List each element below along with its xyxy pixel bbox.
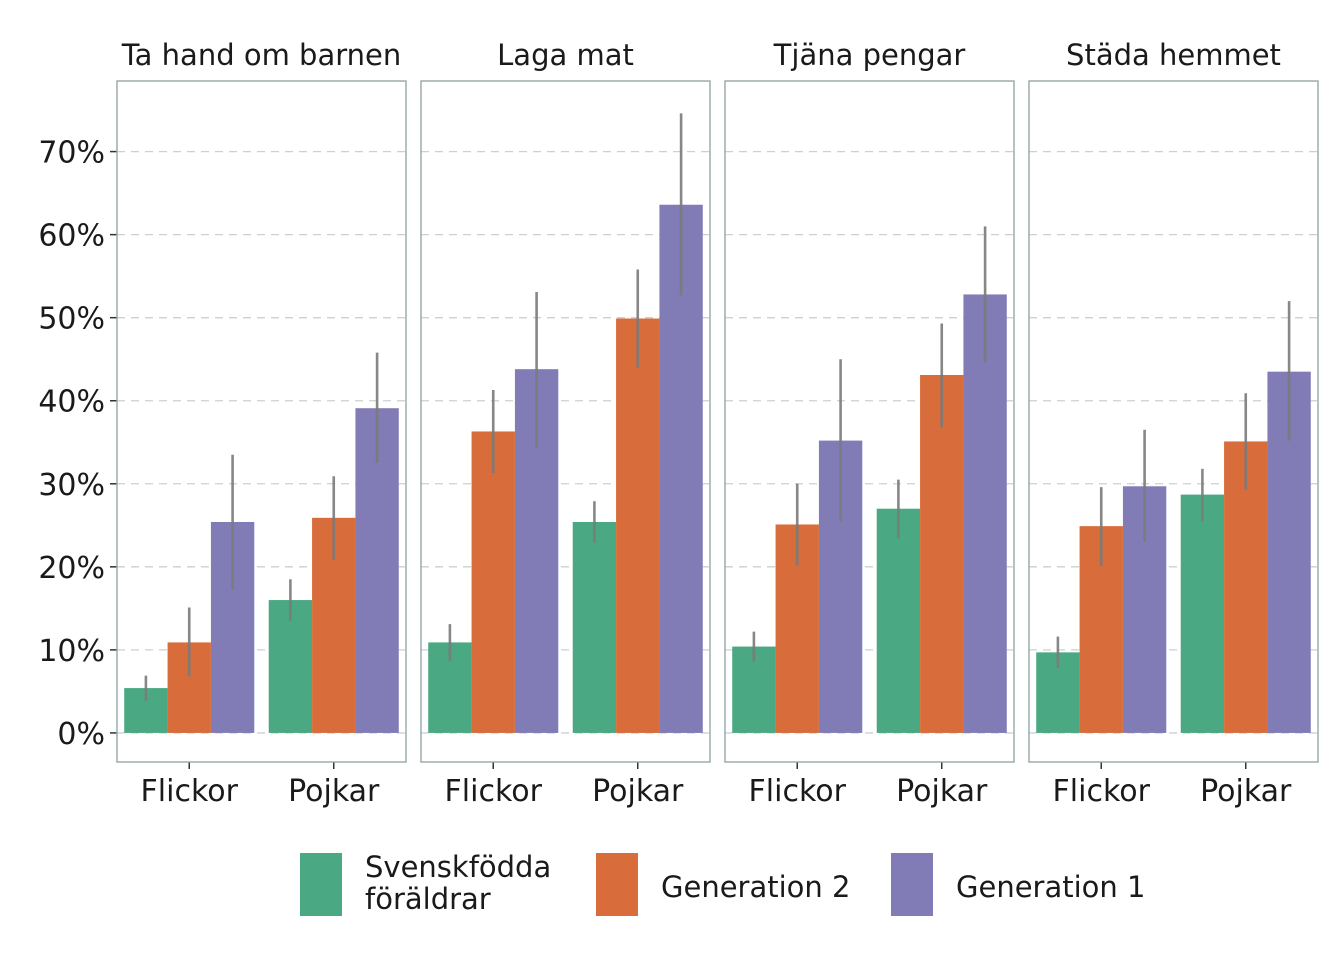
facet-title: Ta hand om barnen <box>121 38 401 72</box>
legend-label-line: föräldrar <box>365 882 491 916</box>
facet-title: Tjäna pengar <box>773 38 966 72</box>
x-tick-label: Flickor <box>445 774 543 809</box>
bar <box>1180 494 1225 733</box>
x-tick-label: Flickor <box>749 774 847 809</box>
x-tick-label: Pojkar <box>288 774 380 809</box>
bar <box>572 521 617 733</box>
legend: Svenskfödda föräldrar Generation 2 Generati… <box>300 850 1145 916</box>
x-tick-label: Flickor <box>1053 774 1151 809</box>
y-tick-label: 0% <box>57 717 105 752</box>
legend-label: Generation 2 <box>661 870 850 904</box>
x-tick-label: Pojkar <box>1200 774 1292 809</box>
panel-border <box>724 80 1015 763</box>
y-tick-label: 10% <box>38 634 105 669</box>
bar <box>471 431 515 733</box>
panel-border <box>420 80 711 763</box>
facet-panel: Laga mat Flickor Pojkar <box>420 38 711 809</box>
x-tick-label: Flickor <box>141 774 239 809</box>
panel-border <box>1028 80 1319 763</box>
facet-panel: Städa hemmet Flickor Pojkar <box>1028 38 1319 809</box>
panel-border <box>116 80 407 763</box>
bar <box>616 318 660 733</box>
bar <box>920 374 964 733</box>
x-tick-label: Pojkar <box>592 774 684 809</box>
legend-key <box>891 853 933 916</box>
y-tick-label: 70% <box>38 136 105 171</box>
bar <box>268 600 313 733</box>
bar <box>1224 441 1268 733</box>
facet-panel: Ta hand om barnen Flickor Pojkar <box>116 38 407 809</box>
bar <box>963 294 1007 733</box>
legend-key <box>300 853 342 916</box>
facet-panel: Tjäna pengar Flickor Pojkar <box>724 38 1015 809</box>
y-tick-label: 40% <box>38 385 105 420</box>
legend-label-line: Svenskfödda <box>365 850 551 884</box>
legend-label: Generation 1 <box>956 870 1145 904</box>
y-tick-label: 50% <box>38 302 105 337</box>
y-tick-label: 60% <box>38 219 105 254</box>
bar <box>876 508 921 733</box>
legend-key <box>596 853 638 916</box>
facet-title: Städa hemmet <box>1066 38 1281 72</box>
y-tick-label: 20% <box>38 551 105 586</box>
y-tick-label: 30% <box>38 468 105 503</box>
legend-label: Svenskfödda föräldrar <box>365 850 551 916</box>
x-tick-label: Pojkar <box>896 774 988 809</box>
facet-title: Laga mat <box>497 38 634 72</box>
